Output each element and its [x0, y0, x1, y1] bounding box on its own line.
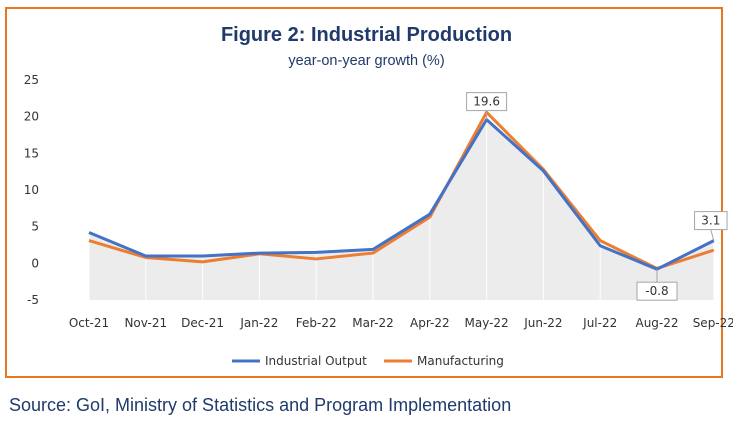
data-label: 19.6	[473, 95, 500, 109]
y-tick-label: 0	[31, 256, 39, 270]
y-tick-label: 15	[24, 146, 39, 160]
y-tick-label: 10	[24, 183, 39, 197]
y-tick-label: 20	[24, 110, 39, 124]
x-tick-label: May-22	[464, 316, 508, 330]
data-label-box	[636, 281, 678, 301]
x-tick-label: Dec-21	[181, 316, 224, 330]
x-tick-label: Nov-21	[124, 316, 167, 330]
x-tick-label: Mar-22	[352, 316, 393, 330]
y-tick-label: 25	[24, 73, 39, 87]
source-note: Source: GoI, Ministry of Statistics and …	[9, 395, 512, 415]
chart-title: Figure 2: Industrial Production	[220, 24, 513, 46]
data-label: 3.1	[701, 214, 720, 228]
series-line-manufacturing	[88, 110, 715, 270]
x-tick-label: Apr-22	[410, 316, 450, 330]
x-tick-label: Jul-22	[582, 316, 617, 330]
legend-label: Industrial Output	[265, 354, 367, 368]
series-line-industrial-output	[88, 118, 715, 271]
data-label-box	[694, 211, 728, 231]
chart-subtitle: year-on-year growth (%)	[288, 53, 445, 69]
y-tick-label: -5	[27, 293, 39, 307]
x-tick-label: Feb-22	[296, 316, 337, 330]
data-label-box	[466, 92, 508, 112]
y-tick-label: 5	[31, 220, 39, 234]
x-tick-label: Jun-22	[523, 316, 562, 330]
chart-frame	[5, 7, 723, 378]
data-label: -0.8	[645, 284, 668, 298]
legend-label: Manufacturing	[417, 354, 504, 368]
x-tick-label: Sep-22	[693, 316, 733, 330]
x-tick-label: Oct-21	[69, 316, 109, 330]
x-tick-label: Jan-22	[239, 316, 278, 330]
data-label-leader	[710, 229, 715, 241]
area-fill	[89, 119, 714, 300]
x-tick-label: Aug-22	[635, 316, 678, 330]
